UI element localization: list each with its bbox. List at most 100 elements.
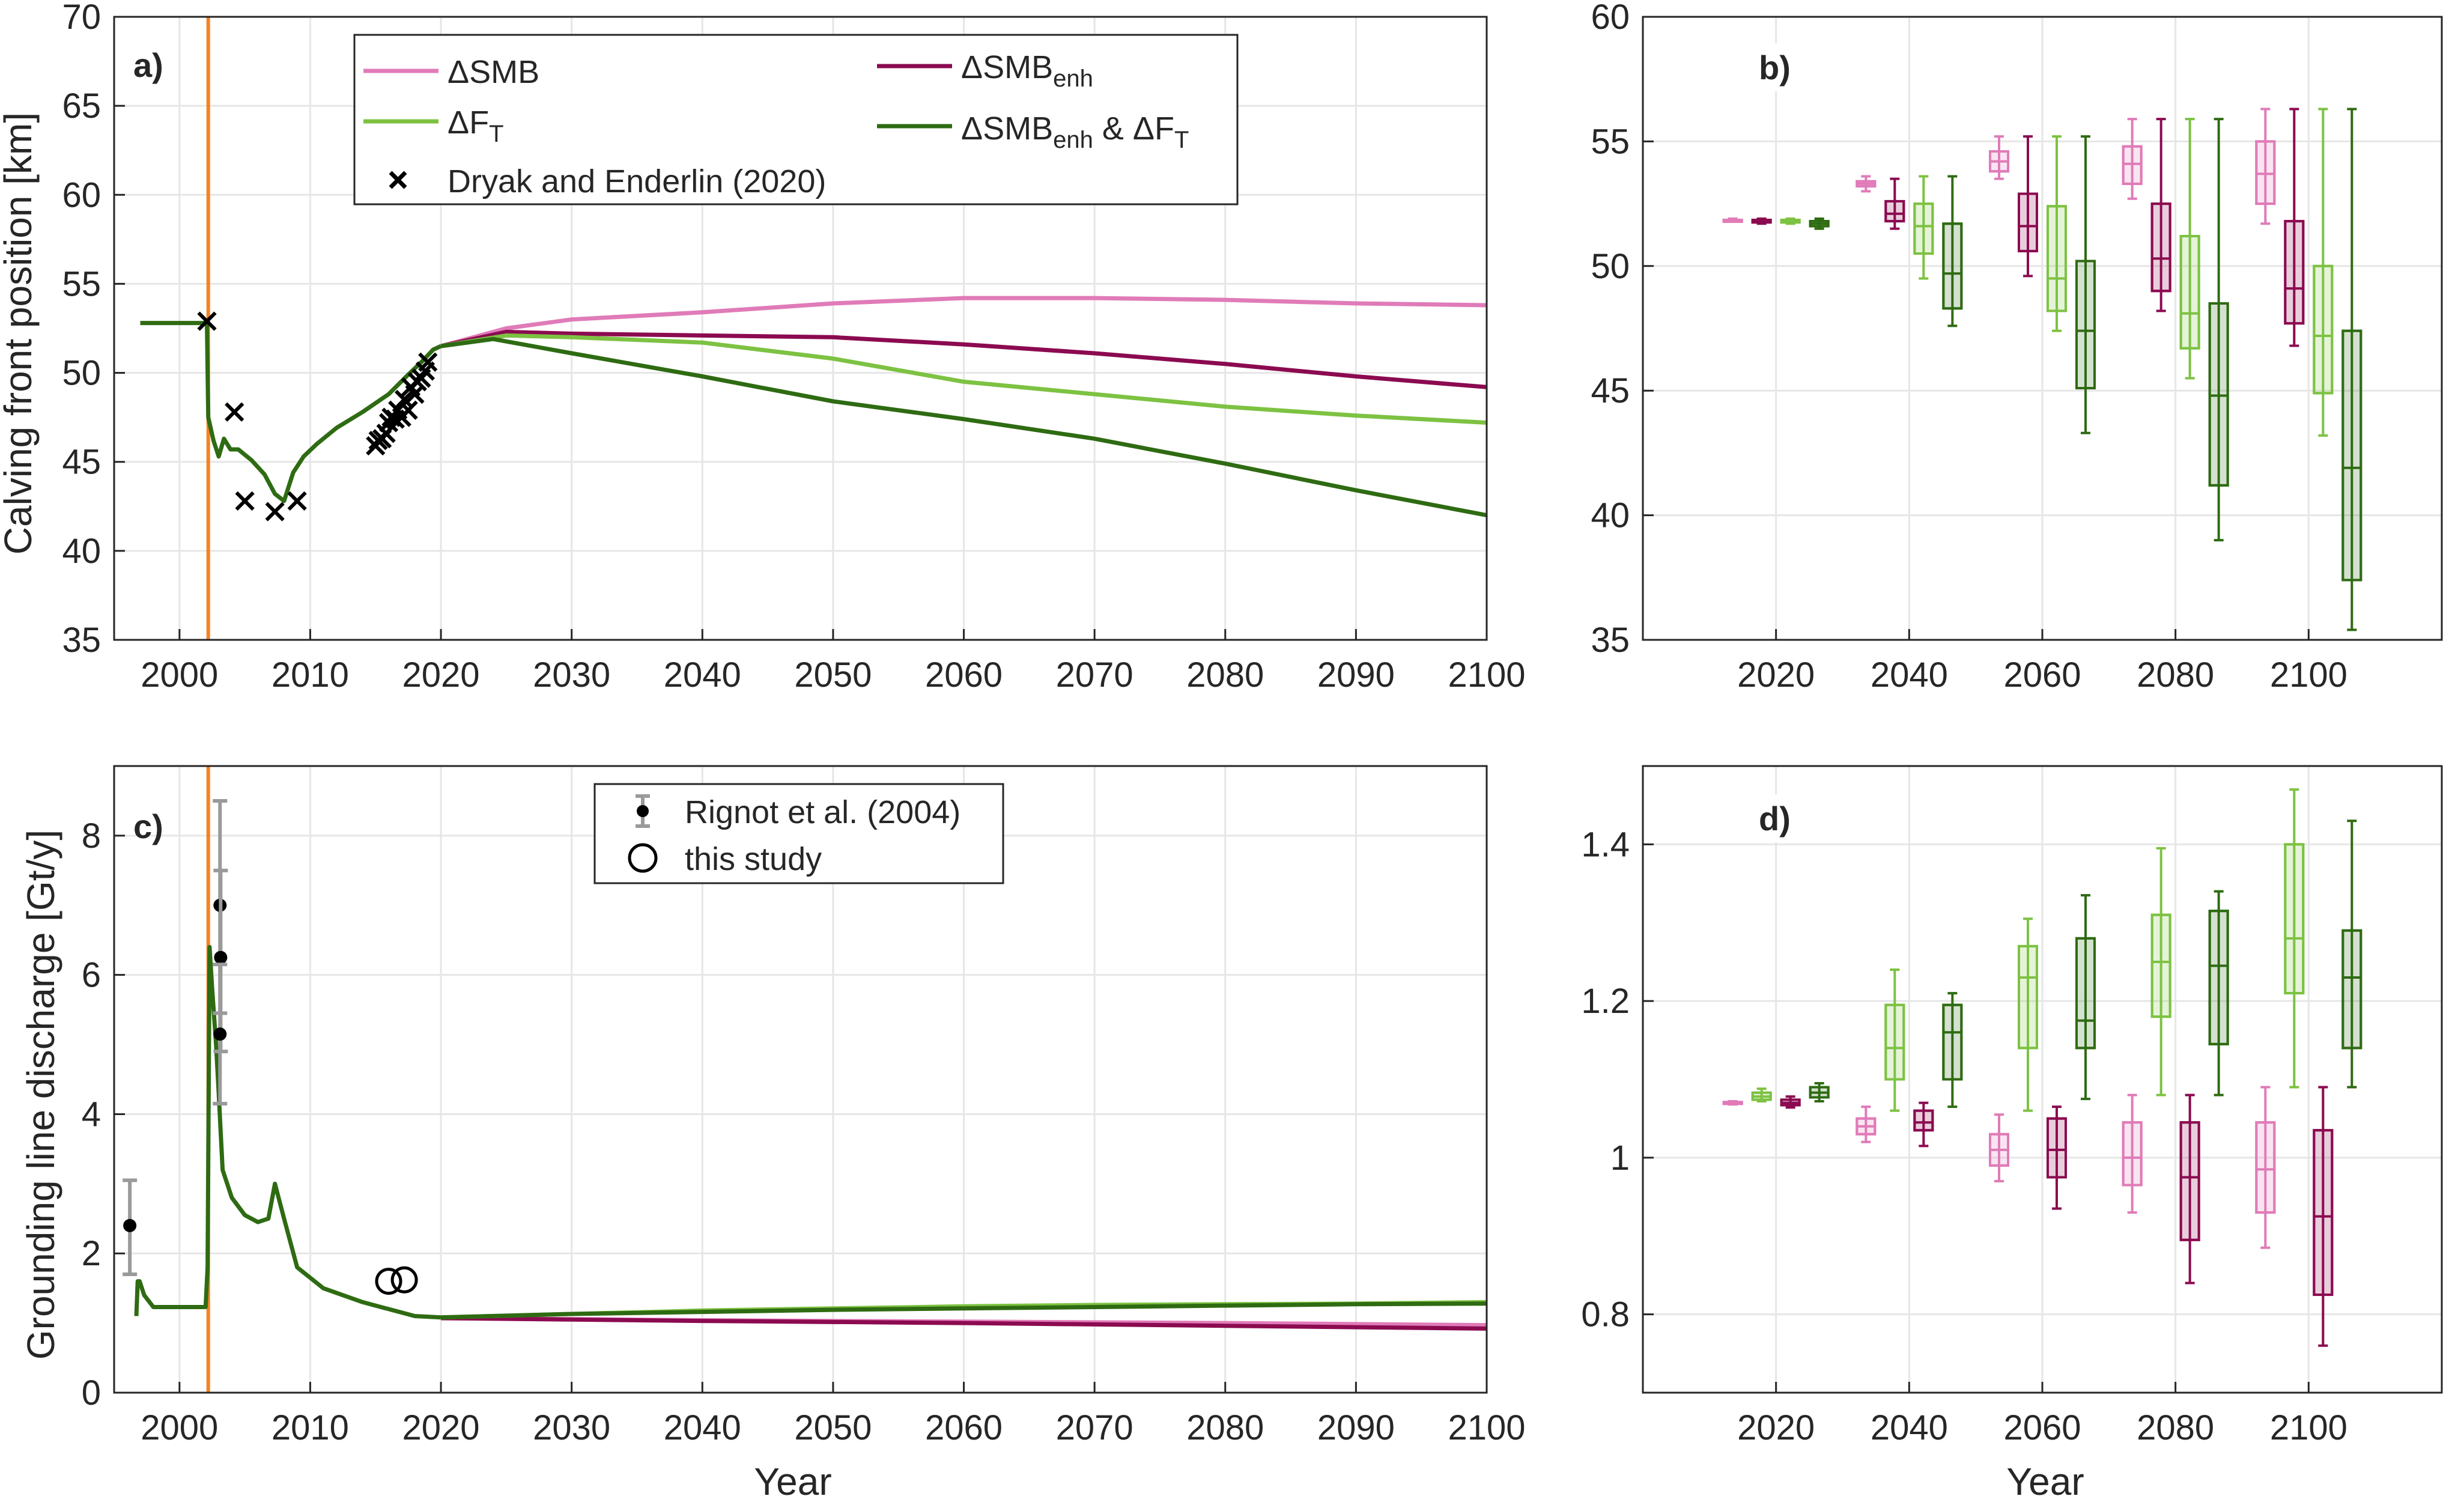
box-body — [2255, 140, 2276, 205]
box-2100-ft — [2313, 108, 2334, 437]
marker-stroke — [197, 311, 217, 331]
axes-frame — [113, 765, 1488, 1394]
box-2060-ft — [2018, 917, 2038, 1112]
box-outline — [2208, 910, 2229, 1045]
box-2060-smb_enh — [2047, 1105, 2067, 1210]
ytick-label: 60 — [62, 175, 101, 214]
ytick-label: 45 — [1591, 371, 1630, 410]
box-body — [1884, 199, 1905, 223]
box-outline — [1913, 202, 1934, 255]
legend-label-this-study: this study — [685, 841, 822, 877]
xtick-label: 2070 — [1056, 655, 1133, 695]
box-2060-smb_enh_ft — [2075, 894, 2096, 1101]
panel-d-label: d) — [1759, 800, 1791, 838]
box-body — [2018, 192, 2038, 252]
box-outline — [2208, 302, 2229, 487]
box-2040-smb — [1856, 1105, 1877, 1143]
observation-marker — [197, 311, 217, 331]
box-outline — [1884, 199, 1905, 223]
box-outline — [1942, 222, 1963, 310]
xtick-label: 2020 — [402, 1408, 480, 1447]
marker-stroke — [265, 502, 285, 521]
box-body — [2179, 235, 2200, 350]
xtick-label: 2050 — [794, 655, 872, 695]
ytick-label: 8 — [82, 816, 101, 856]
box-body — [2047, 1117, 2067, 1179]
panel-c-xlabel: Year — [754, 1460, 831, 1499]
box-2100-ft — [2284, 788, 2305, 1089]
legend-label-rignot: Rignot et al. (2004) — [685, 794, 960, 830]
ytick-label: 2 — [82, 1234, 101, 1273]
box-outline — [2255, 140, 2276, 205]
legend-label-dryak: Dryak and Enderlin (2020) — [448, 163, 826, 199]
panel-d-xlabel: Year — [2006, 1460, 2084, 1499]
legend-label-smb-enh-ft: ΔSMBenh & ΔFT — [961, 111, 1189, 153]
marker-stroke — [398, 400, 418, 420]
panel-b: 35 40 45 50 55 60 2020 2040 2060 2080 2100 b) — [1591, 0, 2443, 695]
ytick-label: 0 — [82, 1373, 101, 1412]
ytick-label: 50 — [62, 354, 101, 393]
marker-stroke — [418, 352, 438, 372]
box-2100-smb_enh_ft — [2341, 819, 2362, 1089]
ytick-label: 1.2 — [1581, 982, 1630, 1021]
box-body — [1942, 222, 1963, 310]
rignot-dot — [123, 1218, 137, 1232]
legend-marker-this-study — [628, 843, 658, 873]
xtick-label: 2020 — [402, 655, 480, 695]
xtick-label: 2070 — [1056, 1408, 1133, 1447]
box-2020-smb_enh — [1780, 1095, 1801, 1109]
panel-c-label: c) — [133, 807, 163, 845]
box-body — [2284, 843, 2305, 995]
box-2040-smb_enh — [1913, 1101, 1934, 1148]
xtick-label: 2040 — [664, 655, 741, 695]
legend-label-smb-enh: ΔSMBenh — [961, 49, 1093, 92]
box-2080-smb_enh — [2150, 118, 2171, 312]
xtick-label: 2040 — [664, 1408, 741, 1447]
box-2100-smb_enh_ft — [2341, 108, 2362, 631]
box-outline — [2313, 1129, 2334, 1297]
box-outline — [2341, 329, 2362, 582]
ytick-label: 35 — [1591, 621, 1630, 660]
box-2100-smb_enh — [2284, 108, 2305, 347]
box-outline — [2179, 1121, 2200, 1241]
ytick-label: 40 — [62, 532, 101, 571]
marker-stroke — [394, 389, 414, 410]
box-outline — [2284, 843, 2305, 995]
observation-marker — [398, 400, 418, 420]
series-line-smb — [440, 296, 1487, 348]
box-body — [2122, 1121, 2143, 1187]
box-outline — [2313, 264, 2334, 395]
history-line — [134, 944, 442, 1320]
xtick-label: 2080 — [2137, 1408, 2214, 1447]
observation-marker — [235, 491, 255, 511]
box-2040-smb_enh_ft — [1942, 992, 1963, 1108]
xtick-label: 2030 — [533, 655, 610, 695]
panel-a: 35 40 45 50 55 60 65 70 2000 2010 2020 2030 2040 2050… — [0, 0, 1526, 695]
xtick-label: 2100 — [2270, 655, 2347, 695]
box-2060-smb — [1989, 135, 2009, 180]
ytick-label: 0.8 — [1581, 1295, 1630, 1334]
box-2020-smb_enh_ft — [1809, 1082, 1830, 1103]
box-2020-smb_enh_ft — [1809, 217, 1830, 230]
history-line — [140, 321, 442, 503]
legend-label-ft: ΔFT — [448, 105, 504, 147]
box-body — [2075, 937, 2096, 1050]
box-2040-ft — [1884, 968, 1905, 1112]
series-line-smb_enh — [440, 1316, 1487, 1331]
xtick-label: 2010 — [272, 1408, 349, 1447]
observation-marker — [418, 352, 438, 372]
xtick-label: 2040 — [1871, 655, 1948, 695]
panel-d: 0.8 1 1.2 1.4 2020 2040 2060 2080 2100 d) Year — [1581, 765, 2443, 1499]
ytick-label: 70 — [62, 0, 101, 37]
box-outline — [2284, 220, 2305, 325]
ytick-label: 40 — [1591, 496, 1630, 535]
box-body — [2122, 145, 2143, 185]
box-outline — [2018, 944, 2038, 1050]
box-outline — [2047, 1117, 2067, 1179]
ytick-label: 55 — [1591, 122, 1630, 161]
marker-stroke — [235, 491, 255, 511]
box-2020-ft — [1780, 217, 1801, 225]
panel-a-label: a) — [133, 46, 163, 84]
box-body — [2208, 302, 2229, 487]
